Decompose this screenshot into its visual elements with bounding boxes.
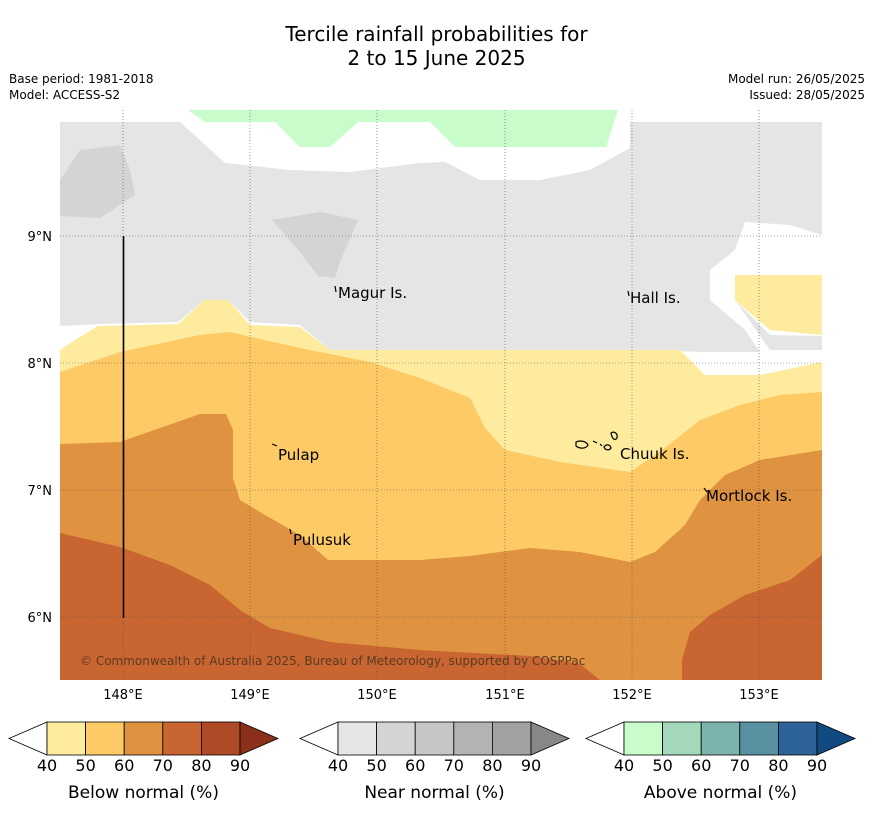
y-axis-ticks: 9°N 8°N 7°N 6°N [28,230,53,626]
near-normal-50-60-patch-left [60,145,135,218]
model-run: Model run: 26/05/2025 [727,72,865,86]
pulap-island-mark [271,443,278,447]
x-tick-151: 151°E [485,688,525,703]
legend-below-normal: 40 50 60 70 80 90 Below normal (%) [7,721,280,803]
hall-island-mark [627,290,630,297]
near-legend-swatch-5 [491,721,532,756]
below-normal-60-70-region [60,414,822,680]
label-magur-is: Magur Is. [338,284,407,302]
below-legend-swatch-4 [162,721,202,756]
x-tick-149: 149°E [230,688,270,703]
below-legend-tick-60: 60 [114,756,134,775]
y-tick-8n: 8°N [28,357,53,372]
above-legend-swatch-2 [662,721,702,756]
label-pulusuk: Pulusuk [293,531,351,549]
near-legend-label: Near normal (%) [364,783,504,803]
below-legend-lower-extension [7,721,48,756]
near-legend-swatch-3 [414,721,455,756]
above-legend-swatch-5 [778,721,818,756]
above-legend-tick-60: 60 [691,756,711,775]
below-legend-tick-70: 70 [153,756,173,775]
above-legend-tick-50: 50 [652,756,672,775]
below-legend-tick-80: 80 [191,756,211,775]
near-normal-50-60-patch-center [272,212,358,278]
issued-date: Issued: 28/05/2025 [749,88,865,102]
near-legend-tick-80: 80 [482,756,502,775]
mortlock-island-mark [703,487,708,493]
map-title: Tercile rainfall probabilities for 2 to … [0,22,873,70]
model-name: Model: ACCESS-S2 [9,88,121,102]
above-legend-swatch-1 [623,721,663,756]
below-normal-70-80-region-right [682,555,822,680]
above-legend-upper-extension [816,721,857,756]
below-legend-swatch-3 [123,721,164,756]
above-legend-tick-40: 40 [614,756,634,775]
below-legend-upper-extension [239,721,280,756]
below-legend-tick-50: 50 [75,756,95,775]
y-tick-7n: 7°N [28,484,53,499]
pulusuk-island-mark [289,528,292,535]
below-normal-50-60-dot [323,422,336,434]
below-legend-swatch-1 [46,721,86,756]
legend-above-normal: 40 50 60 70 80 90 Above normal (%) [584,721,857,803]
above-legend-label: Above normal (%) [644,783,797,803]
x-tick-153: 153°E [739,688,779,703]
x-tick-150: 150°E [357,688,397,703]
above-legend-swatch-3 [700,721,741,756]
x-axis-ticks: 148°E 149°E 150°E 151°E 152°E 153°E [103,688,779,703]
near-legend-tick-70: 70 [444,756,464,775]
base-period: Base period: 1981-2018 [9,72,154,86]
title-line-2: 2 to 15 June 2025 [347,46,526,70]
copyright-notice: © Commonwealth of Australia 2025, Bureau… [80,654,585,668]
near-legend-swatch-2 [376,721,416,756]
near-legend-tick-60: 60 [405,756,425,775]
title-line-1: Tercile rainfall probabilities for [285,22,588,46]
near-legend-upper-extension [530,721,571,756]
x-tick-152: 152°E [612,688,652,703]
near-legend-swatch-1 [337,721,377,756]
near-normal-right-strip [735,300,822,350]
below-legend-swatch-5 [200,721,241,756]
near-legend-swatch-4 [453,721,493,756]
meta-right: Model run: 26/05/2025 Issued: 28/05/2025 [728,71,865,103]
near-legend-tick-50: 50 [366,756,386,775]
y-tick-6n: 6°N [28,611,53,626]
label-chuuk-is: Chuuk Is. [620,445,689,463]
near-legend-tick-90: 90 [521,756,541,775]
meta-left: Base period: 1981-2018 Model: ACCESS-S2 [9,71,154,103]
below-legend-label: Below normal (%) [68,783,219,803]
chuuk-island-outline [575,431,618,451]
below-normal-40-50-right-patch [735,275,822,335]
above-legend-tick-90: 90 [807,756,827,775]
below-legend-tick-90: 90 [230,756,250,775]
near-legend-tick-40: 40 [328,756,348,775]
near-normal-40-50-region [60,122,822,352]
y-tick-9n: 9°N [28,230,53,245]
below-legend-swatch-2 [85,721,125,756]
above-legend-lower-extension [584,721,625,756]
above-legend-tick-70: 70 [730,756,750,775]
island-marks [271,285,708,535]
below-legend-tick-40: 40 [37,756,57,775]
probability-fields: Magur Is. Hall Is. Pulap Chuuk Is. Mortl… [60,110,822,680]
above-normal-40-50-region [188,110,618,147]
legend-near-normal: 40 50 60 70 80 90 Near normal (%) [298,721,571,803]
magur-island-mark [334,285,337,293]
near-legend-lower-extension [298,721,339,756]
label-mortlock-is: Mortlock Is. [706,487,792,505]
above-legend-swatch-4 [739,721,779,756]
below-normal-70-80-region-left [60,533,600,680]
label-hall-is: Hall Is. [630,289,681,307]
above-legend-tick-80: 80 [768,756,788,775]
label-pulap: Pulap [278,446,319,464]
x-tick-148: 148°E [103,688,143,703]
